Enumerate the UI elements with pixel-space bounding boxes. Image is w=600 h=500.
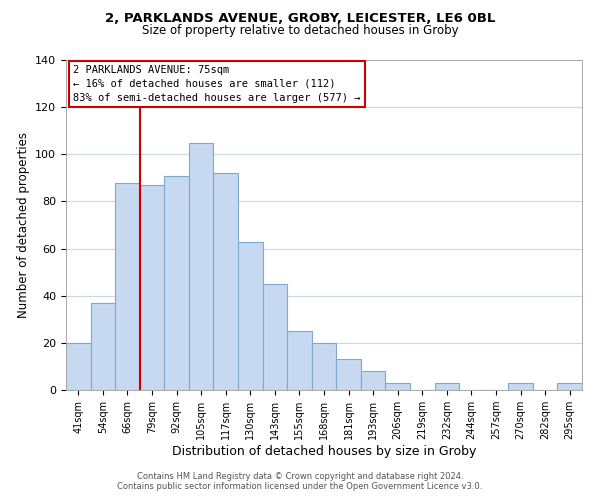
Bar bbox=[189, 142, 214, 390]
Bar bbox=[287, 331, 312, 390]
Bar bbox=[164, 176, 189, 390]
Text: 2, PARKLANDS AVENUE, GROBY, LEICESTER, LE6 0BL: 2, PARKLANDS AVENUE, GROBY, LEICESTER, L… bbox=[105, 12, 495, 26]
Bar bbox=[312, 343, 336, 390]
Bar bbox=[385, 383, 410, 390]
Bar bbox=[361, 371, 385, 390]
Bar bbox=[91, 303, 115, 390]
Bar bbox=[115, 182, 140, 390]
Y-axis label: Number of detached properties: Number of detached properties bbox=[17, 132, 29, 318]
Text: Size of property relative to detached houses in Groby: Size of property relative to detached ho… bbox=[142, 24, 458, 37]
X-axis label: Distribution of detached houses by size in Groby: Distribution of detached houses by size … bbox=[172, 445, 476, 458]
Bar bbox=[238, 242, 263, 390]
Bar bbox=[336, 360, 361, 390]
Text: Contains public sector information licensed under the Open Government Licence v3: Contains public sector information licen… bbox=[118, 482, 482, 491]
Bar bbox=[140, 185, 164, 390]
Bar bbox=[508, 383, 533, 390]
Bar bbox=[263, 284, 287, 390]
Text: Contains HM Land Registry data © Crown copyright and database right 2024.: Contains HM Land Registry data © Crown c… bbox=[137, 472, 463, 481]
Bar bbox=[557, 383, 582, 390]
Text: 2 PARKLANDS AVENUE: 75sqm
← 16% of detached houses are smaller (112)
83% of semi: 2 PARKLANDS AVENUE: 75sqm ← 16% of detac… bbox=[73, 64, 361, 102]
Bar bbox=[434, 383, 459, 390]
Bar bbox=[66, 343, 91, 390]
Bar bbox=[214, 173, 238, 390]
